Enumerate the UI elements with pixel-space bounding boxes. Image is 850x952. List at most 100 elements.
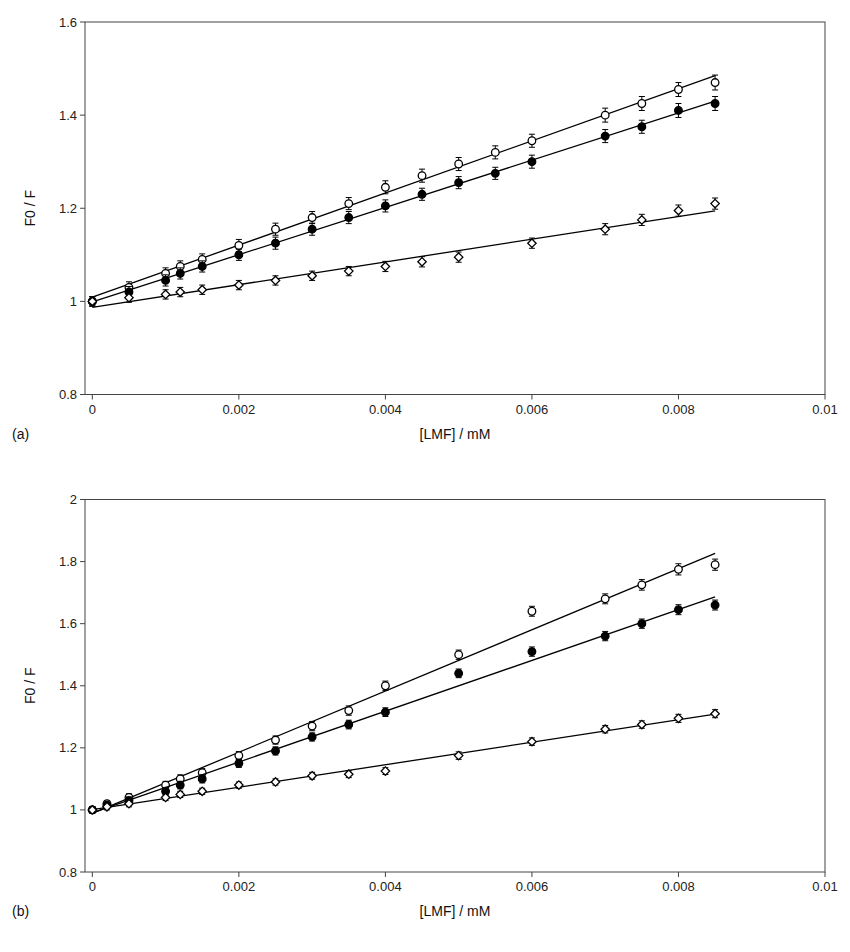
point-marker	[381, 262, 389, 270]
point-marker	[491, 149, 499, 157]
error-bar	[456, 650, 462, 659]
x-tick	[238, 395, 239, 400]
y-tick	[80, 747, 85, 748]
error-bar	[272, 747, 278, 755]
error-bar	[529, 606, 535, 616]
point-marker	[308, 733, 316, 741]
error-bar	[675, 564, 681, 575]
error-bar	[236, 752, 242, 760]
error-bar	[675, 605, 681, 615]
point-marker	[638, 100, 646, 108]
x-axis-label: [LMF] / mM	[420, 903, 491, 919]
y-tick	[80, 623, 85, 624]
point-marker	[528, 239, 536, 247]
y-tick	[80, 208, 85, 209]
point-marker	[235, 281, 243, 289]
point-marker	[675, 606, 683, 614]
point-marker	[454, 253, 462, 261]
point-marker	[308, 214, 316, 222]
error-bar	[419, 169, 425, 182]
point-marker	[638, 620, 646, 628]
error-bar	[177, 781, 183, 788]
fit-line-series	[92, 553, 715, 813]
y-tick	[80, 809, 85, 810]
y-axis-label: F0 / F	[22, 190, 38, 227]
error-bar	[272, 223, 278, 235]
x-tick	[385, 395, 386, 400]
point-marker	[198, 787, 206, 795]
x-tick	[531, 872, 532, 877]
y-tick	[80, 394, 85, 395]
error-bar	[639, 120, 645, 133]
point-marker	[528, 737, 536, 745]
point-marker	[675, 566, 683, 574]
point-marker	[308, 722, 316, 730]
point-marker	[235, 242, 243, 250]
point-marker	[272, 239, 280, 247]
point-marker	[345, 267, 353, 275]
error-bar	[309, 212, 315, 224]
error-bar	[236, 759, 242, 767]
fit-line	[92, 714, 715, 809]
y-tick	[80, 301, 85, 302]
fit-line-series	[92, 211, 715, 308]
error-bar	[492, 146, 498, 159]
y-tick-label: 1	[70, 294, 77, 309]
error-bar	[346, 198, 352, 210]
error-bar	[456, 177, 462, 189]
point-marker	[638, 123, 646, 131]
x-tick	[678, 872, 679, 877]
point-marker	[455, 160, 463, 168]
error-bar	[346, 706, 352, 715]
fit-line	[92, 597, 715, 813]
error-bar	[382, 181, 388, 194]
x-tick-label: 0.002	[223, 879, 256, 894]
x-tick-label: 0.008	[662, 879, 695, 894]
point-marker	[308, 225, 316, 233]
point-marker	[88, 806, 96, 814]
x-tick-label: 0	[89, 879, 96, 894]
point-marker	[601, 595, 609, 603]
x-tick	[92, 395, 93, 400]
error-bar	[529, 155, 535, 168]
point-marker	[381, 767, 389, 775]
point-marker	[528, 648, 536, 656]
y-tick	[80, 561, 85, 562]
point-marker	[601, 111, 609, 119]
point-marker	[601, 725, 609, 733]
plot-frame	[85, 500, 825, 873]
error-bar	[602, 631, 608, 640]
point-marker	[272, 225, 280, 233]
error-bar	[309, 721, 315, 730]
point-marker	[601, 132, 609, 140]
fit-line	[92, 211, 715, 308]
x-tick-label: 0.002	[223, 402, 256, 417]
scatter-series	[88, 198, 719, 306]
error-bar	[602, 108, 608, 122]
point-marker	[674, 714, 682, 722]
y-tick-label: 1.4	[59, 678, 77, 693]
error-bar	[199, 261, 205, 272]
point-marker	[675, 86, 683, 94]
scatter-series	[89, 559, 719, 814]
point-marker	[162, 277, 170, 285]
x-tick-label: 0.01	[812, 879, 837, 894]
x-tick-label: 0.006	[516, 402, 549, 417]
point-marker	[675, 107, 683, 115]
point-marker	[125, 800, 133, 808]
x-tick	[825, 872, 826, 877]
point-marker	[198, 775, 206, 783]
x-tick-label: 0.006	[516, 879, 549, 894]
point-marker	[271, 276, 279, 284]
x-tick-label: 0	[89, 402, 96, 417]
point-marker	[711, 561, 719, 569]
point-marker	[638, 581, 646, 589]
error-bar	[639, 97, 645, 111]
point-marker	[382, 682, 390, 690]
y-tick	[80, 872, 85, 873]
x-tick	[825, 395, 826, 400]
y-tick	[80, 115, 85, 116]
error-bar	[346, 720, 352, 729]
fit-line-series	[92, 597, 715, 813]
error-bar	[309, 223, 315, 235]
